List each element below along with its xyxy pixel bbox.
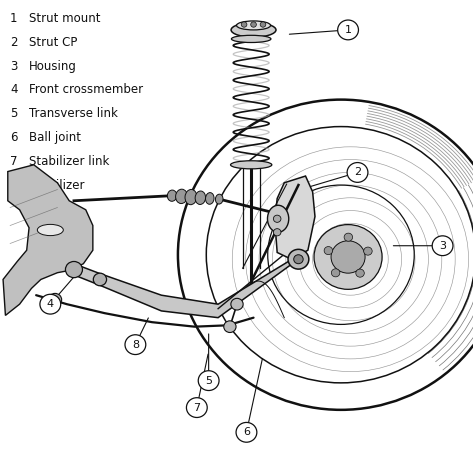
Circle shape <box>48 294 62 306</box>
Circle shape <box>125 335 146 354</box>
Ellipse shape <box>230 161 272 169</box>
Circle shape <box>236 423 257 442</box>
Circle shape <box>331 269 340 277</box>
Text: 6: 6 <box>10 131 18 144</box>
Text: 1: 1 <box>10 12 18 25</box>
Polygon shape <box>74 253 303 318</box>
Text: 7: 7 <box>193 403 201 413</box>
Circle shape <box>231 299 243 310</box>
Text: 3: 3 <box>10 60 18 73</box>
Ellipse shape <box>215 194 223 204</box>
Text: 5: 5 <box>205 376 212 386</box>
Circle shape <box>294 255 303 264</box>
Circle shape <box>241 22 247 27</box>
Text: 3: 3 <box>439 241 446 251</box>
Circle shape <box>273 229 281 236</box>
Circle shape <box>186 398 207 418</box>
Ellipse shape <box>37 225 64 235</box>
Text: 6: 6 <box>243 427 250 437</box>
Text: 4: 4 <box>10 83 18 97</box>
Ellipse shape <box>231 35 271 42</box>
Circle shape <box>314 225 382 290</box>
Circle shape <box>251 22 256 27</box>
Text: Strut CP: Strut CP <box>29 36 77 49</box>
Text: Stabilizer: Stabilizer <box>29 179 84 192</box>
Ellipse shape <box>267 205 289 232</box>
Circle shape <box>93 273 107 286</box>
Circle shape <box>65 262 82 278</box>
Circle shape <box>288 249 309 269</box>
Text: Stabilizer link: Stabilizer link <box>29 155 109 168</box>
Circle shape <box>337 20 358 40</box>
Text: 2: 2 <box>10 36 18 49</box>
Ellipse shape <box>185 189 197 205</box>
Circle shape <box>331 241 365 273</box>
Ellipse shape <box>237 21 271 30</box>
Text: 2: 2 <box>354 167 361 177</box>
Polygon shape <box>275 176 315 259</box>
Text: Ball joint: Ball joint <box>29 131 81 144</box>
Circle shape <box>344 233 353 241</box>
Text: 5: 5 <box>10 107 18 120</box>
Text: Housing: Housing <box>29 60 77 73</box>
Circle shape <box>364 247 372 255</box>
Text: 4: 4 <box>47 299 54 309</box>
Circle shape <box>273 215 281 222</box>
Circle shape <box>224 321 236 332</box>
Ellipse shape <box>206 193 214 204</box>
Text: Front crossmember: Front crossmember <box>29 83 143 97</box>
Ellipse shape <box>167 190 177 201</box>
Ellipse shape <box>231 23 276 37</box>
Polygon shape <box>3 165 93 315</box>
Circle shape <box>40 295 61 314</box>
Text: 8: 8 <box>10 179 18 192</box>
Ellipse shape <box>175 189 187 203</box>
Text: 8: 8 <box>132 340 139 350</box>
Circle shape <box>347 162 368 182</box>
Circle shape <box>324 247 333 255</box>
Text: 1: 1 <box>345 25 352 35</box>
Text: 7: 7 <box>10 155 18 168</box>
Text: Transverse link: Transverse link <box>29 107 118 120</box>
Circle shape <box>432 236 453 256</box>
Circle shape <box>260 22 266 27</box>
Circle shape <box>198 371 219 391</box>
Circle shape <box>356 269 365 277</box>
Ellipse shape <box>195 191 206 204</box>
Text: Strut mount: Strut mount <box>29 12 100 25</box>
